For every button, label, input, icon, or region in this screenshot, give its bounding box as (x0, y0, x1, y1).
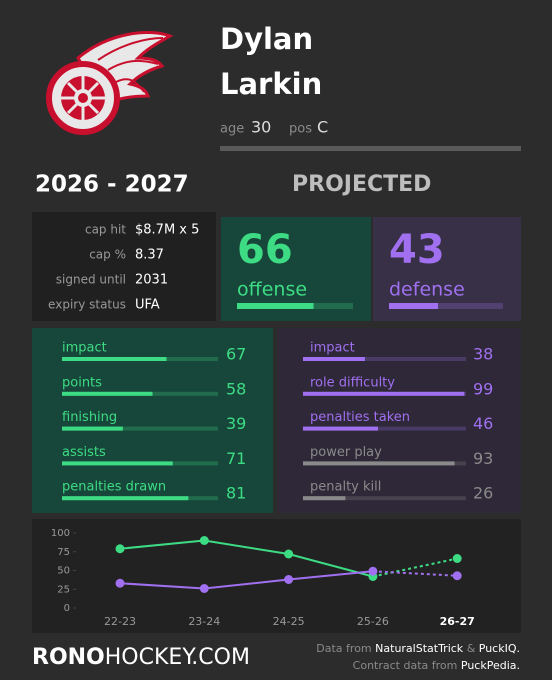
trend-chart-panel (32, 519, 521, 633)
score-track (389, 303, 503, 309)
metric-track (62, 426, 218, 431)
trend-point (115, 544, 125, 554)
trend-point (199, 536, 209, 545)
metric-bar (303, 426, 378, 431)
contract-panel (32, 212, 216, 321)
trend-point (368, 566, 378, 576)
age: 30 (251, 118, 271, 137)
divider (220, 146, 521, 151)
metric-bar (303, 461, 455, 466)
pos: C (317, 118, 328, 137)
contract-value: 2031 (135, 273, 168, 288)
x-tick-label: 26-27 (440, 615, 475, 628)
metric-bar (303, 357, 365, 361)
score-bar (237, 303, 314, 309)
metric-bar (62, 461, 173, 466)
trend-line (372, 570, 458, 577)
metric-value: 67 (226, 345, 246, 364)
metric-value: 46 (473, 414, 493, 433)
team-logo (46, 30, 174, 135)
age-label: age (220, 122, 244, 137)
x-tick-label: 22-23 (104, 615, 136, 628)
credit-text: & (467, 642, 476, 655)
brand-bold: RONO (32, 645, 105, 670)
score-bar (389, 303, 439, 309)
metric-bar (303, 496, 346, 501)
metric-label: power play (310, 445, 382, 460)
metric-track (303, 496, 466, 501)
trend-point (115, 578, 125, 588)
defense-label: defense (389, 279, 465, 301)
brand-rest: HOCKEY.COM (105, 645, 250, 670)
y-tick-label: 25 (57, 584, 70, 595)
metric-label: role difficulty (310, 375, 395, 390)
credit-line: Contract data from PuckPedia. (353, 659, 520, 672)
metric-bar (303, 391, 465, 396)
metric-bar (62, 426, 123, 431)
metric-label: points (62, 375, 102, 390)
y-tick-label: 50 (57, 566, 70, 577)
credit-text: Data from (316, 642, 371, 655)
metric-label: finishing (62, 410, 117, 425)
metric-value: 81 (226, 484, 246, 503)
metric-value: 99 (473, 379, 493, 398)
metric-value: 93 (473, 449, 493, 468)
last-name: Larkin (220, 67, 322, 101)
trend-line (372, 557, 458, 578)
x-tick-label: 25-26 (357, 615, 389, 628)
metric-label: impact (310, 341, 355, 356)
offense-score: 66 (237, 227, 293, 273)
metric-value: 38 (473, 345, 493, 364)
metric-bar (62, 496, 189, 501)
trend-point (284, 549, 294, 559)
trend-line (119, 570, 373, 590)
brand: RONOHOCKEY.COM (32, 645, 250, 670)
y-tick-label: 100 (51, 528, 70, 539)
metric-label: assists (62, 445, 106, 460)
metric-value: 58 (226, 379, 246, 398)
metric-label: impact (62, 341, 107, 356)
contract-label: expiry status (48, 298, 126, 312)
trend-line (119, 539, 374, 578)
metric-value: 39 (226, 414, 246, 433)
x-tick-label: 23-24 (188, 615, 220, 628)
metric-track (303, 426, 466, 431)
credit-source: PuckPedia. (461, 659, 520, 672)
contract-label: cap hit (85, 223, 126, 237)
pos-label: pos (289, 122, 312, 137)
contract-value: UFA (135, 298, 160, 313)
credit-line: Data from NaturalStatTrick & PuckIQ. (316, 642, 520, 655)
status: PROJECTED (292, 172, 431, 197)
metric-label: penalty kill (310, 480, 381, 495)
defense-score: 43 (389, 227, 445, 273)
season: 2026 - 2027 (35, 172, 189, 198)
metric-bar (62, 391, 153, 396)
x-tick-label: 24-25 (273, 615, 305, 628)
contract-value: $8.7M x 5 (135, 223, 199, 238)
credit-text: Contract data from (353, 659, 458, 672)
metric-value: 26 (473, 484, 493, 503)
contract-label: cap % (89, 248, 126, 262)
metric-label: penalties drawn (62, 480, 166, 495)
credit-source: PuckIQ. (479, 642, 520, 655)
trend-point (284, 575, 294, 584)
metric-bar (62, 357, 167, 361)
y-tick-label: 0 (64, 603, 70, 614)
contract-label: signed until (56, 273, 126, 287)
metric-track (303, 357, 466, 361)
metric-label: penalties taken (310, 410, 410, 425)
trend-point (452, 554, 462, 563)
contract-value: 8.37 (135, 248, 164, 263)
metric-value: 71 (226, 449, 246, 468)
credit-source: NaturalStatTrick (375, 642, 464, 655)
first-name: Dylan (220, 22, 313, 56)
offense-label: offense (237, 279, 307, 301)
y-tick-label: 75 (57, 547, 70, 558)
trend-point (199, 584, 209, 593)
trend-point (452, 571, 462, 581)
